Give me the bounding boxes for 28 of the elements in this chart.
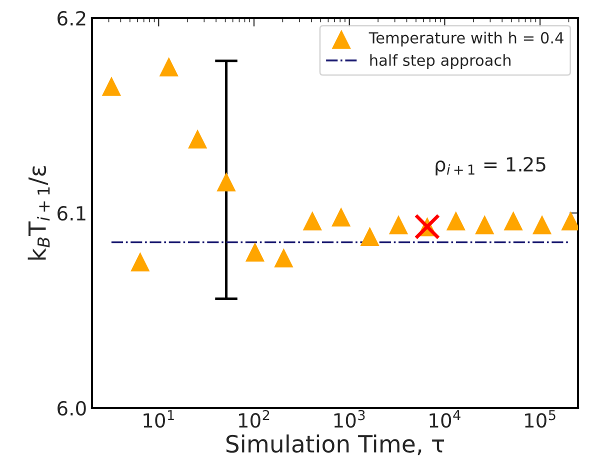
point bbox=[475, 215, 494, 234]
point bbox=[388, 215, 408, 234]
x-tick-label: 10$^{2}$ bbox=[239, 410, 270, 428]
x-axis-title: Simulation Time, τ bbox=[226, 434, 444, 456]
point bbox=[245, 242, 265, 262]
point bbox=[332, 207, 351, 226]
legend-label: Temperature with h = 0.4 bbox=[368, 32, 564, 47]
point bbox=[274, 248, 294, 268]
y-tick-label: 6.2 bbox=[58, 10, 86, 26]
point bbox=[504, 211, 523, 230]
y-axis-title: k$_{B}$T$_{i+1}$/ε bbox=[28, 166, 50, 260]
point bbox=[130, 252, 150, 272]
x-tick-label: 10$^{5}$ bbox=[525, 410, 556, 428]
point bbox=[302, 211, 322, 230]
y-tick-label: 6.0 bbox=[58, 400, 86, 416]
annotation: ρ$_{i+1}$ = 1.25 bbox=[436, 156, 546, 176]
point bbox=[216, 172, 236, 192]
point bbox=[360, 226, 380, 246]
point bbox=[102, 76, 122, 96]
point bbox=[159, 57, 178, 76]
x-tick-label: 10$^{3}$ bbox=[334, 410, 365, 428]
x-tick-label: 10$^{4}$ bbox=[430, 410, 460, 428]
point bbox=[532, 215, 552, 234]
legend-label: half step approach bbox=[370, 54, 510, 69]
x-tick-label: 10$^{1}$ bbox=[144, 410, 174, 428]
point bbox=[446, 211, 466, 230]
point bbox=[188, 129, 208, 148]
y-tick-label: 6.1 bbox=[58, 206, 86, 221]
